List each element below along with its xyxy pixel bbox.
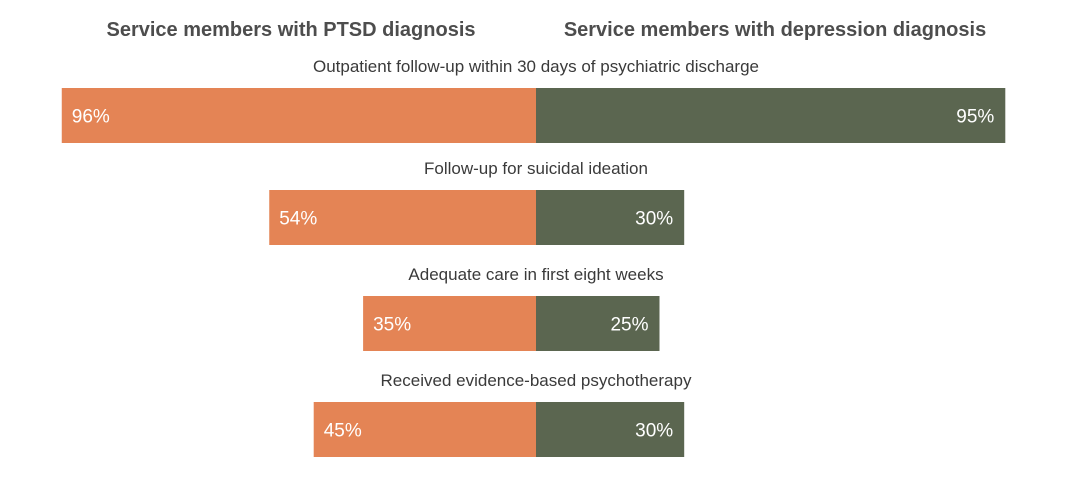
category-label-adequate-care-in-first-eight-weeks: Adequate care in first eight weeks — [408, 265, 663, 284]
bar-depression-follow-up-for-suicidal-ideation — [536, 190, 685, 245]
value-label-depression-received-evidence-based-psychotherapy: 30% — [635, 421, 673, 442]
bar-ptsd-follow-up-for-suicidal-ideation — [269, 190, 536, 245]
value-label-depression-outpatient-follow-up-within-30-days-of-p: 95% — [956, 107, 994, 128]
series-header-ptsd: Service members with PTSD diagnosis — [106, 19, 475, 41]
bar-ptsd-received-evidence-based-psychotherapy — [313, 402, 536, 457]
category-label-follow-up-for-suicidal-ideation: Follow-up for suicidal ideation — [424, 159, 648, 178]
value-label-ptsd-follow-up-for-suicidal-ideation: 54% — [279, 209, 317, 230]
bar-depression-adequate-care-in-first-eight-weeks — [536, 296, 660, 351]
value-label-ptsd-outpatient-follow-up-within-30-days-of-p: 96% — [72, 107, 110, 128]
category-label-received-evidence-based-psychotherapy: Received evidence-based psychotherapy — [381, 371, 692, 390]
bar-depression-received-evidence-based-psychotherapy — [536, 402, 685, 457]
category-label-outpatient-follow-up-within-30-days-of-p: Outpatient follow-up within 30 days of p… — [313, 57, 759, 76]
bar-depression-outpatient-follow-up-within-30-days-of-p — [536, 88, 1006, 143]
bar-ptsd-adequate-care-in-first-eight-weeks — [363, 296, 536, 351]
value-label-ptsd-received-evidence-based-psychotherapy: 45% — [324, 421, 362, 442]
bar-ptsd-outpatient-follow-up-within-30-days-of-p — [61, 88, 536, 143]
chart-rows: Outpatient follow-up within 30 days of p… — [61, 57, 1006, 457]
value-label-depression-adequate-care-in-first-eight-weeks: 25% — [610, 315, 648, 336]
value-label-depression-follow-up-for-suicidal-ideation: 30% — [635, 209, 673, 230]
value-label-ptsd-adequate-care-in-first-eight-weeks: 35% — [373, 315, 411, 336]
series-header-depression: Service members with depression diagnosi… — [564, 19, 986, 41]
